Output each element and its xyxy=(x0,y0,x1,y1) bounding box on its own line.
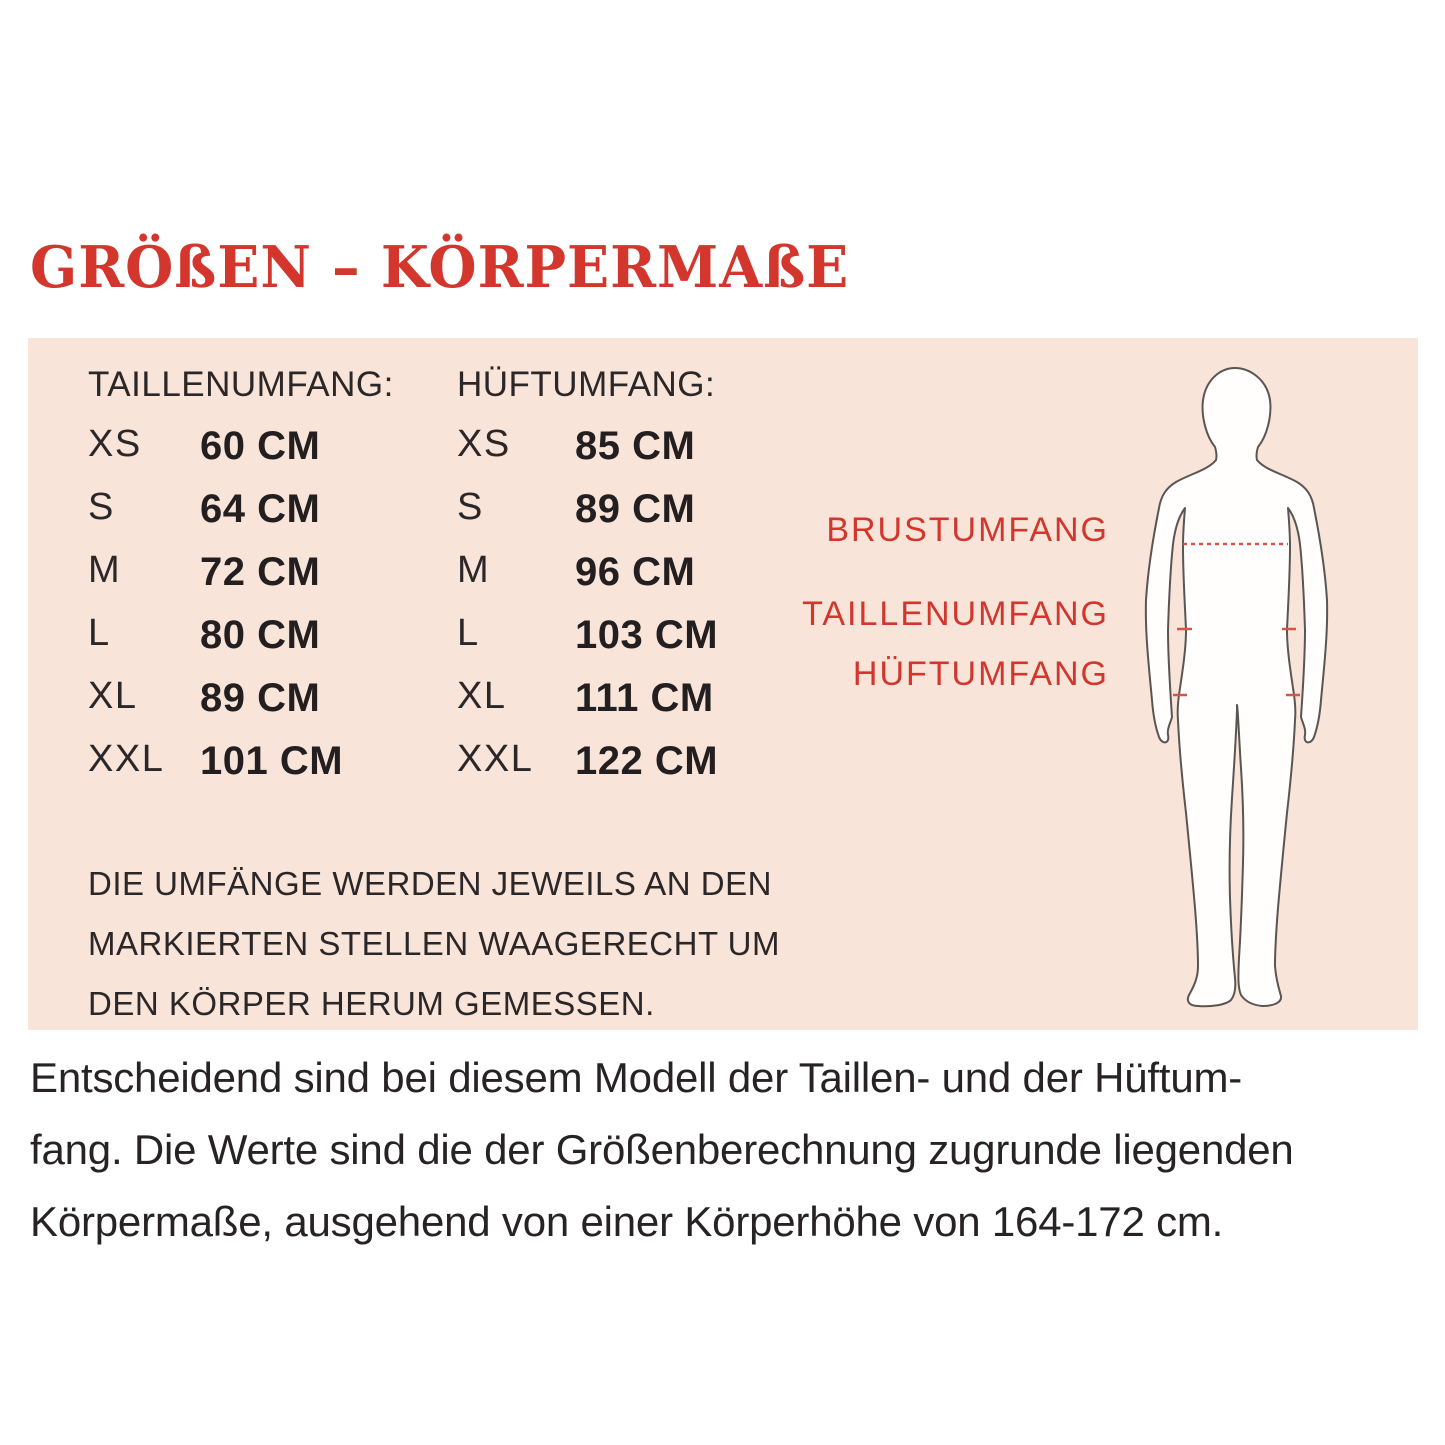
measurement-note-line: DIE UMFÄNGE WERDEN JEWEILS AN DEN xyxy=(88,865,772,902)
size-cell: M xyxy=(88,549,122,591)
size-panel: TAILLENUMFANG: HÜFTUMFANG: XS 60 CM XS 8… xyxy=(28,338,1418,1030)
body-silhouette xyxy=(1144,367,1329,1008)
size-cell: S xyxy=(457,486,484,528)
value-cell: 72 CM xyxy=(200,550,321,594)
value-cell: 80 CM xyxy=(200,613,321,657)
size-cell: XS xyxy=(88,423,142,465)
value-cell: 85 CM xyxy=(575,424,696,468)
value-cell: 96 CM xyxy=(575,550,696,594)
value-cell: 103 CM xyxy=(575,613,719,657)
measurement-note-line: MARKIERTEN STELLEN WAAGERECHT UM xyxy=(88,925,781,962)
value-cell: 111 CM xyxy=(575,676,714,720)
figure-label-chest: BRUSTUMFANG xyxy=(826,511,1109,549)
paragraph-line: fang. Die Werte sind die der Größenberec… xyxy=(30,1126,1294,1173)
paragraph-line: Entscheidend sind bei diesem Modell der … xyxy=(30,1054,1243,1101)
size-cell: S xyxy=(88,486,115,528)
figure-label-waist: TAILLENUMFANG xyxy=(802,595,1109,633)
paragraph-line: Körpermaße, ausgehend von einer Körperhö… xyxy=(30,1198,1224,1245)
measurement-note-line: DEN KÖRPER HERUM GEMESSEN. xyxy=(88,985,655,1022)
size-cell: XL xyxy=(88,675,138,717)
value-cell: 101 CM xyxy=(200,739,344,783)
waist-column-header: TAILLENUMFANG: xyxy=(88,365,394,404)
bottom-paragraph: Entscheidend sind bei diesem Modell der … xyxy=(30,1042,1430,1258)
hip-column-header: HÜFTUMFANG: xyxy=(457,365,716,404)
value-cell: 89 CM xyxy=(200,676,321,720)
body-figure xyxy=(1118,348,1348,1020)
measurement-note: DIE UMFÄNGE WERDEN JEWEILS AN DEN MARKIE… xyxy=(88,854,780,1034)
value-cell: 60 CM xyxy=(200,424,321,468)
page-title: GRÖßEN – KÖRPERMAßE xyxy=(30,234,850,301)
size-cell: L xyxy=(88,612,111,654)
size-cell: L xyxy=(457,612,480,654)
body-figure-svg xyxy=(1144,367,1329,1008)
figure-label-hip: HÜFTUMFANG xyxy=(852,655,1109,693)
size-cell: XXL xyxy=(457,738,534,780)
size-cell: XS xyxy=(457,423,511,465)
value-cell: 89 CM xyxy=(575,487,696,531)
value-cell: 122 CM xyxy=(575,739,719,783)
size-cell: XXL xyxy=(88,738,165,780)
size-cell: XL xyxy=(457,675,507,717)
size-cell: M xyxy=(457,549,491,591)
value-cell: 64 CM xyxy=(200,487,321,531)
size-table: TAILLENUMFANG: HÜFTUMFANG: XS 60 CM XS 8… xyxy=(88,365,875,802)
